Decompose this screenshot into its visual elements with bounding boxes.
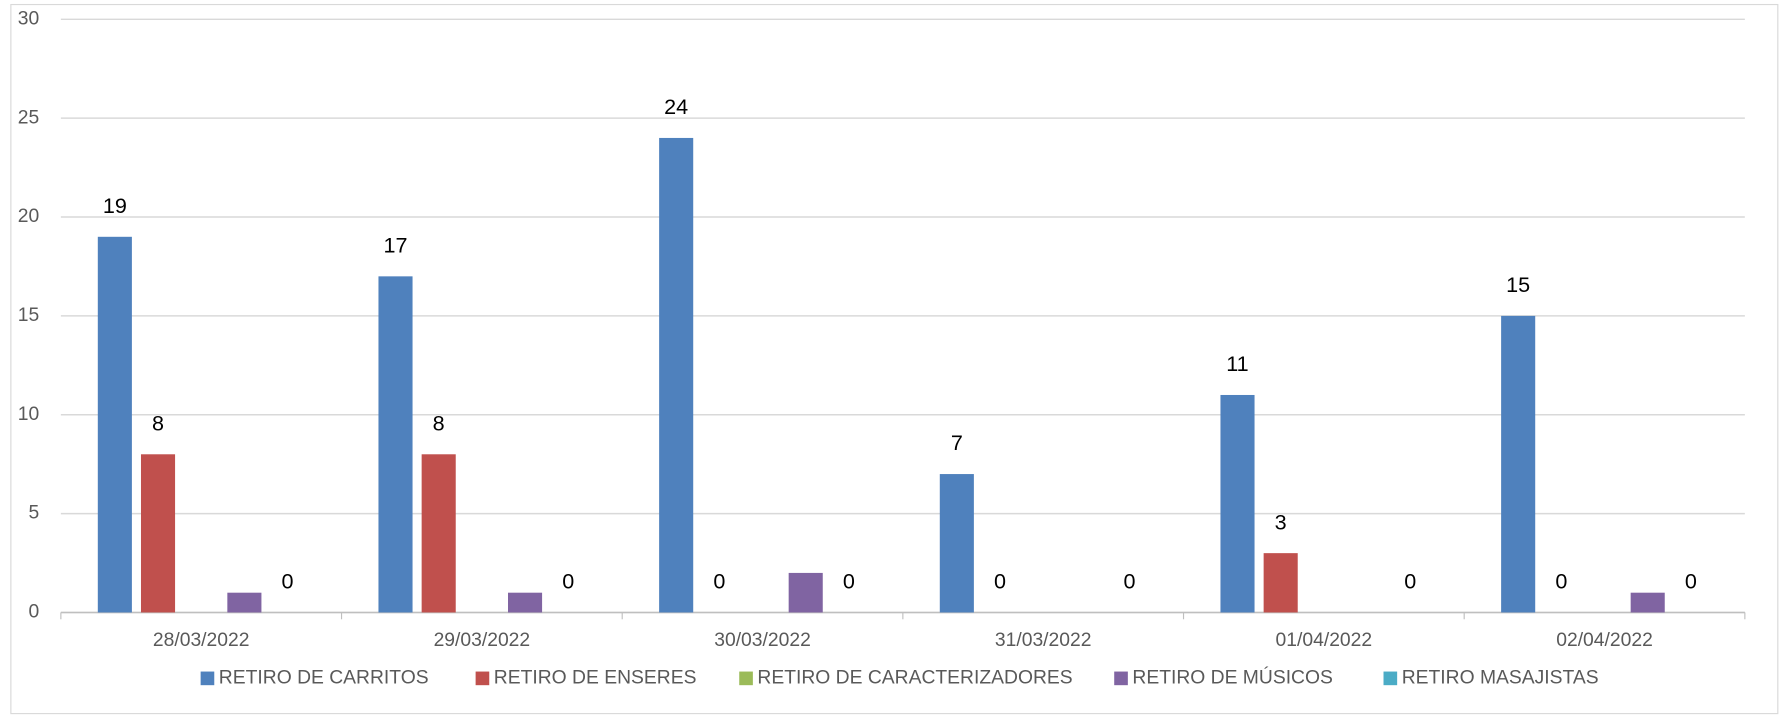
- data-label: 24: [664, 94, 688, 119]
- data-label: 0: [713, 569, 725, 594]
- bar: [1263, 553, 1298, 613]
- data-label: 0: [562, 569, 574, 594]
- y-tick-label: 20: [18, 206, 39, 227]
- data-label: 17: [384, 233, 408, 258]
- legend-swatch: [475, 671, 490, 686]
- bar: [1501, 315, 1536, 613]
- data-label: 0: [1124, 569, 1136, 594]
- y-tick-label: 25: [18, 107, 39, 128]
- data-label: 0: [282, 569, 294, 594]
- bar: [508, 592, 543, 613]
- y-tick-label: 0: [29, 602, 40, 623]
- legend-label: RETIRO MASAJISTAS: [1402, 667, 1599, 688]
- legend-swatch: [1114, 671, 1128, 686]
- legend-swatch: [739, 671, 753, 686]
- data-label: 8: [433, 410, 445, 435]
- data-label: 0: [1404, 569, 1416, 594]
- legend-label: RETIRO DE CARRITOS: [219, 667, 429, 688]
- legend-label: RETIRO DE MÚSICOS: [1132, 665, 1333, 688]
- legend-label: RETIRO DE CARACTERIZADORES: [757, 667, 1072, 688]
- data-label: 15: [1506, 272, 1530, 297]
- x-tick-label: 29/03/2022: [434, 630, 531, 651]
- data-label: 7: [951, 430, 963, 455]
- legend-swatch: [1383, 671, 1398, 686]
- x-tick-label: 01/04/2022: [1276, 630, 1373, 651]
- data-label: 0: [843, 569, 855, 594]
- bar: [659, 137, 694, 613]
- data-label: 0: [1685, 569, 1697, 594]
- y-tick-label: 10: [18, 404, 39, 425]
- bar: [227, 592, 262, 613]
- bar: [1220, 394, 1255, 613]
- x-tick-label: 02/04/2022: [1556, 630, 1653, 651]
- bar: [140, 454, 176, 613]
- data-label: 3: [1275, 509, 1287, 534]
- data-label: 19: [103, 193, 127, 218]
- bar: [939, 474, 974, 613]
- data-label: 11: [1226, 351, 1248, 376]
- y-tick-label: 15: [18, 305, 39, 326]
- data-label: 0: [1555, 569, 1567, 594]
- y-tick-label: 5: [29, 503, 40, 524]
- bar: [788, 572, 823, 613]
- bar: [97, 236, 132, 613]
- y-tick-label: 30: [18, 8, 39, 29]
- x-tick-label: 31/03/2022: [995, 630, 1092, 651]
- bar: [1630, 592, 1665, 613]
- legend-label: RETIRO DE ENSERES: [494, 667, 697, 688]
- bar: [421, 454, 456, 613]
- x-tick-label: 28/03/2022: [153, 630, 250, 651]
- x-tick-label: 30/03/2022: [714, 630, 811, 651]
- bar: [378, 276, 413, 613]
- data-label: 0: [994, 569, 1006, 594]
- legend-swatch: [200, 671, 215, 686]
- chart-border: [10, 3, 1779, 715]
- data-label: 8: [152, 410, 164, 435]
